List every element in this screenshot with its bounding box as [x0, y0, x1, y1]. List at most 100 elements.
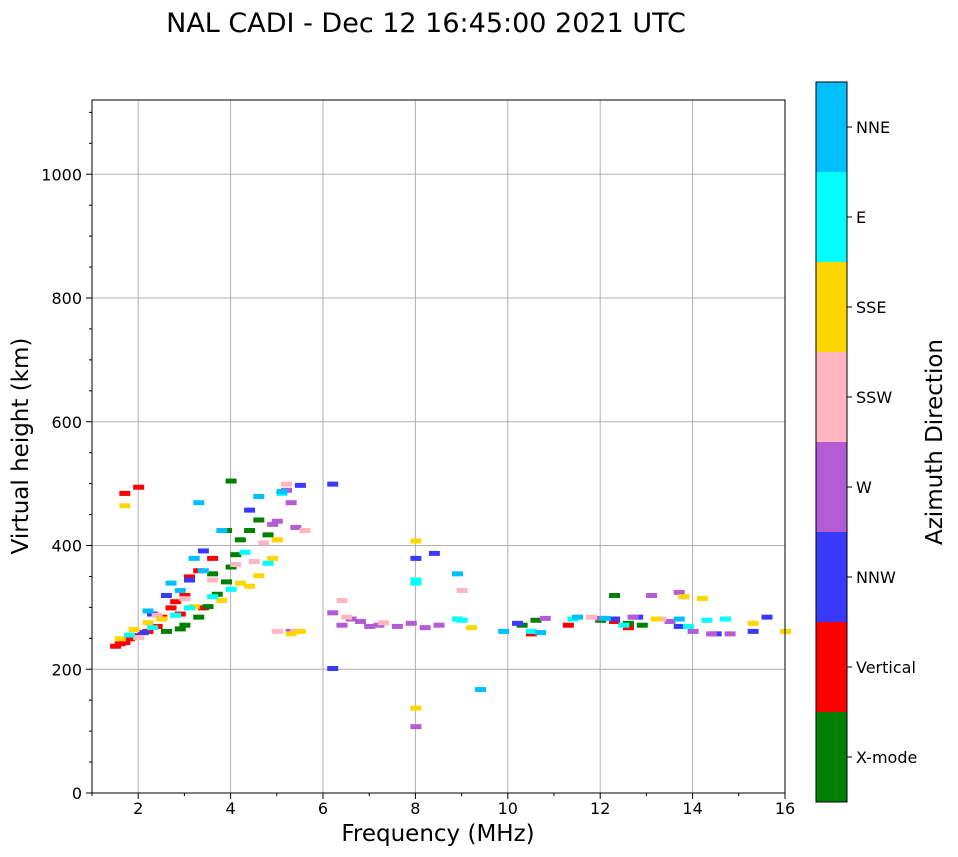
data-point-sse: [142, 620, 154, 626]
data-point-sse: [271, 537, 283, 543]
data-point-w: [664, 618, 676, 624]
x-tick-label: 6: [318, 799, 328, 818]
data-point-xmode: [160, 628, 172, 634]
data-point-nne: [599, 615, 611, 621]
colorbar-frame: [815, 81, 848, 803]
data-point-xmode: [609, 593, 621, 598]
data-point-nnw: [512, 620, 524, 626]
data-point-w: [419, 625, 431, 631]
data-point-sse: [747, 620, 759, 626]
x-tick-label: 4: [226, 799, 236, 818]
data-point-nne: [451, 571, 463, 577]
data-point-xmode: [174, 626, 186, 632]
plot-frame: [91, 99, 786, 794]
data-point-vertical: [119, 490, 131, 496]
data-point-xmode: [244, 528, 256, 534]
data-point-nnw: [327, 481, 339, 487]
data-point-xmode: [262, 532, 274, 538]
x-tick-label: 10: [498, 799, 518, 818]
data-point-w: [354, 618, 366, 624]
x-tick-label: 2: [133, 799, 143, 818]
data-point-nnw: [428, 550, 440, 556]
colorbar-segment: [816, 442, 847, 532]
data-point-sse: [128, 627, 140, 633]
data-point-e: [618, 622, 630, 628]
data-point-ssw: [299, 528, 311, 534]
data-point-nne: [673, 616, 685, 622]
data-point-xmode: [193, 614, 205, 620]
colorbar-segment: [816, 352, 847, 442]
y-axis-label: Virtual height (km): [8, 338, 34, 555]
data-point-nnw: [244, 507, 256, 513]
data-point-sse: [650, 616, 662, 622]
data-point-w: [327, 610, 339, 616]
data-point-e: [719, 616, 731, 622]
data-point-xmode: [207, 571, 219, 577]
x-tick-label: 12: [590, 799, 610, 818]
data-point-xmode: [253, 517, 265, 523]
data-point-w: [687, 628, 699, 634]
data-point-w: [539, 615, 551, 621]
data-point-nne: [216, 528, 228, 534]
data-point-xmode: [202, 604, 214, 610]
chart-title: NAL CADI - Dec 12 16:45:00 2021 UTC: [166, 8, 686, 39]
data-point-ssw: [281, 481, 293, 487]
data-point-sse: [465, 625, 477, 631]
colorbar-segment: [816, 622, 847, 712]
data-point-xmode: [179, 622, 191, 628]
colorbar-label-vertical: Vertical: [856, 658, 916, 677]
data-point-xmode: [234, 537, 246, 543]
colorbar: X-mode Vertical NNW W SSW SSE E NNE: [816, 82, 917, 802]
data-point-nne: [498, 628, 510, 634]
data-point-ssw: [585, 614, 597, 620]
data-point-ssw: [133, 635, 145, 641]
data-point-sse: [267, 555, 279, 561]
data-point-nnw: [609, 616, 621, 622]
grid-lines: [92, 100, 786, 794]
x-tick-label: 14: [682, 799, 702, 818]
data-point-nnw: [184, 577, 196, 583]
data-point-w: [271, 518, 283, 524]
data-point-e: [184, 605, 196, 611]
data-point-nne: [572, 614, 584, 620]
y-tick-label: 200: [51, 660, 82, 679]
data-point-e: [207, 594, 219, 600]
x-axis-label: Frequency (MHz): [341, 821, 534, 847]
data-points: [110, 478, 791, 730]
data-point-vertical: [562, 622, 574, 628]
data-point-sse: [285, 631, 297, 637]
data-point-w: [673, 589, 685, 595]
data-point-w: [724, 631, 736, 637]
colorbar-label-nnw: NNW: [856, 568, 896, 587]
data-point-nnw: [410, 555, 422, 561]
data-point-e: [262, 560, 274, 566]
colorbar-label-nne: NNE: [856, 118, 890, 137]
data-point-nne: [197, 568, 209, 574]
data-point-ssw: [257, 540, 269, 546]
data-point-nnw: [197, 548, 209, 554]
data-point-nnw: [673, 623, 685, 629]
y-tick-label: 400: [51, 537, 82, 556]
data-point-sse: [244, 583, 256, 589]
colorbar-segment: [816, 712, 847, 802]
colorbar-segment: [816, 532, 847, 622]
data-point-e: [123, 632, 135, 638]
data-point-w: [290, 524, 302, 530]
colorbar-label-e: E: [856, 208, 866, 227]
data-point-vertical: [207, 555, 219, 561]
data-point-sse: [234, 580, 246, 586]
data-point-w: [267, 521, 279, 527]
data-point-nnw: [160, 593, 172, 598]
data-point-sse: [156, 616, 168, 622]
data-point-vertical: [133, 484, 145, 490]
y-tick-label: 0: [72, 784, 82, 803]
data-point-nnw: [747, 628, 759, 634]
x-tick-label: 16: [775, 799, 795, 818]
data-point-nne: [193, 500, 205, 506]
data-point-sse: [253, 573, 265, 579]
data-point-e: [225, 586, 237, 592]
x-axis-ticks: 2 4 6 8 10 12 14 16: [91, 793, 795, 818]
data-point-nne: [276, 489, 288, 495]
data-point-sse: [216, 597, 228, 603]
